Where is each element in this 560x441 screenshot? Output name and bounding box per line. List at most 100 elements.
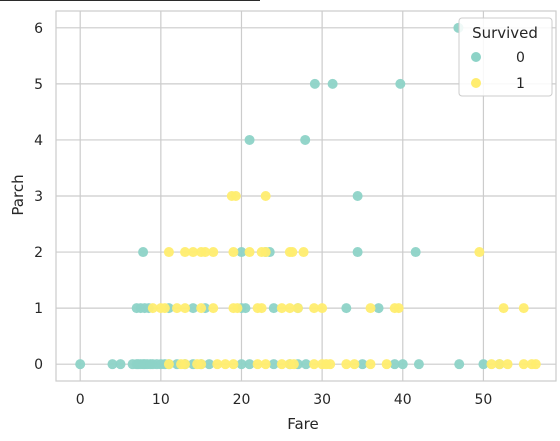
legend-marker-1 bbox=[471, 78, 481, 88]
data-point bbox=[298, 247, 309, 258]
data-point bbox=[518, 303, 529, 314]
data-point bbox=[498, 303, 509, 314]
y-tick-label: 3 bbox=[34, 189, 43, 205]
data-point bbox=[341, 359, 352, 370]
legend-title: Survived bbox=[472, 24, 538, 42]
y-tick-label: 0 bbox=[34, 357, 43, 373]
data-point bbox=[159, 303, 170, 314]
data-point bbox=[236, 247, 247, 258]
legend: Survived 0 1 bbox=[458, 17, 553, 97]
data-point bbox=[228, 359, 239, 370]
data-points bbox=[75, 22, 541, 370]
data-point bbox=[365, 359, 376, 370]
data-point bbox=[494, 359, 505, 370]
data-point bbox=[180, 303, 191, 314]
y-tick-label: 4 bbox=[34, 133, 43, 149]
legend-label-0: 0 bbox=[516, 50, 525, 66]
y-tick-label: 5 bbox=[34, 77, 43, 93]
x-tick-label: 10 bbox=[152, 392, 170, 408]
legend-marker-0 bbox=[471, 52, 481, 62]
data-point bbox=[244, 134, 255, 145]
data-point bbox=[236, 359, 247, 370]
data-point bbox=[352, 191, 363, 201]
data-point bbox=[357, 359, 368, 370]
y-tick-label: 2 bbox=[34, 245, 43, 261]
data-point bbox=[244, 247, 255, 258]
data-point bbox=[180, 247, 191, 258]
data-point bbox=[301, 359, 311, 370]
data-point bbox=[188, 303, 199, 314]
data-point bbox=[138, 247, 149, 258]
data-point bbox=[220, 359, 231, 370]
data-point bbox=[200, 247, 211, 258]
data-point bbox=[474, 247, 485, 258]
data-point bbox=[163, 359, 174, 370]
data-point bbox=[309, 359, 320, 370]
data-point bbox=[352, 247, 363, 258]
data-point bbox=[327, 78, 338, 89]
data-point bbox=[518, 359, 529, 370]
data-point bbox=[180, 359, 191, 370]
data-point bbox=[284, 303, 295, 314]
data-point bbox=[256, 303, 267, 314]
data-point bbox=[393, 303, 404, 314]
x-tick-label: 20 bbox=[233, 392, 251, 408]
data-point bbox=[260, 359, 271, 370]
y-tick-label: 6 bbox=[34, 21, 43, 37]
data-point bbox=[196, 359, 207, 370]
data-point bbox=[75, 359, 86, 370]
data-point bbox=[486, 359, 497, 370]
data-point bbox=[240, 303, 251, 314]
data-point bbox=[188, 247, 199, 258]
data-point bbox=[260, 247, 271, 258]
data-point bbox=[349, 359, 360, 370]
data-point bbox=[252, 359, 263, 370]
data-point bbox=[276, 303, 287, 314]
data-point bbox=[208, 303, 219, 314]
data-point bbox=[208, 247, 219, 258]
x-tick-label: 40 bbox=[394, 392, 412, 408]
data-point bbox=[107, 359, 118, 370]
data-point bbox=[287, 247, 298, 258]
data-point bbox=[292, 303, 303, 314]
data-point bbox=[309, 303, 320, 314]
data-point bbox=[381, 359, 392, 370]
data-point bbox=[413, 359, 424, 370]
data-point bbox=[204, 359, 215, 370]
x-tick-label: 30 bbox=[313, 392, 331, 408]
data-point bbox=[395, 78, 406, 89]
data-point bbox=[230, 191, 241, 201]
y-axis-title: Parch bbox=[9, 174, 27, 215]
data-point bbox=[276, 359, 287, 370]
data-point bbox=[325, 359, 336, 370]
data-point bbox=[300, 134, 311, 145]
data-point bbox=[228, 247, 239, 258]
plot-frame bbox=[55, 10, 557, 382]
data-point bbox=[115, 359, 126, 370]
data-point bbox=[260, 191, 271, 201]
data-point bbox=[478, 359, 489, 370]
data-point bbox=[530, 359, 541, 370]
data-point bbox=[341, 303, 352, 314]
data-point bbox=[212, 359, 223, 370]
y-tick-labels: 0 1 2 3 4 5 6 bbox=[34, 21, 43, 373]
data-point bbox=[163, 247, 174, 258]
x-tick-label: 0 bbox=[76, 392, 85, 408]
data-point bbox=[309, 78, 320, 89]
data-point bbox=[397, 359, 408, 370]
x-tick-label: 50 bbox=[475, 392, 493, 408]
x-axis-title: Fare bbox=[287, 415, 319, 433]
data-point bbox=[373, 303, 384, 314]
data-point bbox=[171, 303, 182, 314]
data-point bbox=[288, 359, 299, 370]
data-point bbox=[365, 303, 376, 314]
data-point bbox=[232, 303, 243, 314]
data-point bbox=[410, 247, 421, 258]
data-point bbox=[196, 303, 207, 314]
data-point bbox=[389, 359, 400, 370]
legend-box bbox=[458, 17, 553, 97]
data-point bbox=[147, 303, 158, 314]
x-tick-labels: 0 10 20 30 40 50 bbox=[76, 392, 493, 408]
data-point bbox=[454, 359, 465, 370]
